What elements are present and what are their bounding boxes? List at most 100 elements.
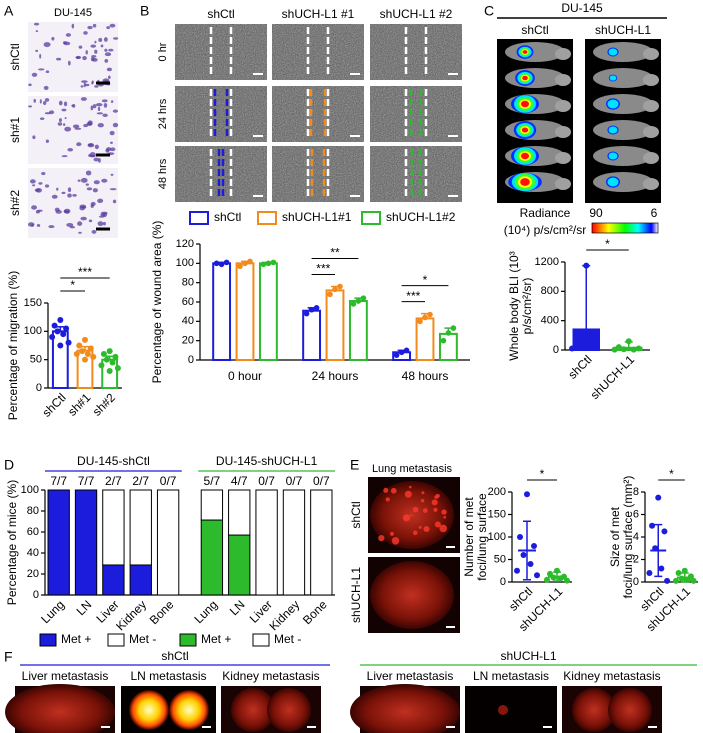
mouse-head: [555, 100, 571, 112]
cell: [110, 173, 114, 176]
cell: [80, 97, 87, 101]
nodule: [385, 497, 390, 502]
bar-segment: [310, 489, 333, 596]
data-point: [417, 318, 423, 325]
cell: [83, 82, 86, 88]
legend-swatch: [257, 211, 277, 225]
cell: [97, 123, 104, 128]
signal: [608, 126, 618, 134]
cell: [104, 58, 109, 63]
nodule: [434, 495, 438, 499]
cell: [97, 106, 101, 112]
cell: [97, 221, 104, 227]
cell: [75, 55, 82, 59]
cell: [67, 187, 72, 193]
nodule: [422, 508, 428, 513]
data-point: [213, 260, 220, 267]
data-point: [557, 575, 564, 582]
x-tick-label: 0 hour: [228, 369, 262, 383]
cell: [93, 180, 100, 185]
cell: [35, 49, 39, 52]
cell: [42, 101, 47, 105]
cell: [91, 54, 97, 58]
mouse-head: [555, 152, 571, 164]
data-point: [672, 577, 679, 584]
mouse: [593, 172, 653, 192]
data-point: [534, 572, 540, 579]
significance-label: ***: [316, 262, 330, 276]
data-point: [303, 310, 310, 317]
cell: [61, 155, 68, 158]
y-tick-label: 0: [633, 576, 639, 588]
legend-swatch: [252, 633, 270, 647]
data-point: [265, 260, 272, 267]
cell: [44, 98, 50, 102]
y-tick-label: 60: [182, 296, 194, 308]
cell: [32, 135, 36, 140]
data-point: [57, 317, 64, 323]
nodule: [378, 534, 385, 542]
data-point: [427, 311, 433, 318]
cell: [100, 44, 104, 48]
nodule: [443, 515, 447, 519]
nodule: [434, 521, 441, 528]
x-tick-label: sh#2: [90, 390, 119, 419]
cell: [55, 209, 62, 214]
signal: [521, 127, 529, 133]
nodule: [391, 537, 400, 545]
significance-label: *: [423, 273, 428, 287]
bar-segment: [255, 489, 278, 596]
data-point: [684, 576, 691, 583]
y-tick-label: 150: [24, 297, 42, 309]
y-axis-label: Whole body BLI (10³: [507, 251, 521, 360]
data-point: [550, 574, 557, 581]
signal: [520, 178, 530, 186]
data-point: [260, 261, 267, 268]
cell: [63, 101, 68, 107]
mouse-head: [555, 126, 571, 138]
cell: [106, 67, 113, 72]
cell: [35, 30, 39, 33]
cell: [67, 193, 72, 198]
legend-label: Met +: [201, 632, 231, 646]
mouse: [593, 94, 653, 114]
y-tick-label: 400: [541, 315, 559, 327]
mouse-head: [643, 100, 659, 112]
data-point: [73, 351, 80, 357]
kidney: [231, 688, 275, 732]
data-point: [360, 295, 367, 301]
data-point: [54, 328, 61, 335]
noise: [272, 146, 364, 202]
legend-swatch: [189, 211, 209, 225]
cell: [88, 219, 93, 223]
cell: [49, 110, 55, 115]
data-point: [681, 567, 688, 574]
data-point: [531, 543, 537, 549]
data-point: [635, 345, 642, 352]
bar: [258, 262, 278, 362]
data-point: [109, 359, 116, 366]
data-point: [350, 301, 357, 307]
significance-label: *: [605, 237, 610, 251]
nodule: [421, 491, 425, 495]
mouse: [593, 68, 653, 88]
y-tick-label: 60: [27, 526, 39, 538]
nodule: [423, 525, 430, 533]
column-label: shUCH-L1: [595, 23, 651, 37]
cell: [94, 49, 98, 54]
cell: [28, 105, 33, 108]
colorbar-max: 90: [589, 206, 603, 220]
y-tick-label: 0: [33, 589, 39, 601]
legend-swatch: [361, 211, 381, 225]
data-point: [569, 345, 576, 352]
data-point: [403, 347, 410, 354]
image-label: shUCH-L1: [349, 567, 363, 623]
data-point: [661, 528, 668, 535]
y-tick-label: 200: [488, 486, 506, 498]
y-tick-label: 40: [182, 315, 194, 327]
cell: [67, 60, 71, 66]
data-point: [393, 352, 400, 358]
legend-label: shUCH-L1#2: [386, 210, 456, 224]
nodule: [412, 506, 419, 513]
fraction-label: 2/7: [132, 474, 149, 488]
